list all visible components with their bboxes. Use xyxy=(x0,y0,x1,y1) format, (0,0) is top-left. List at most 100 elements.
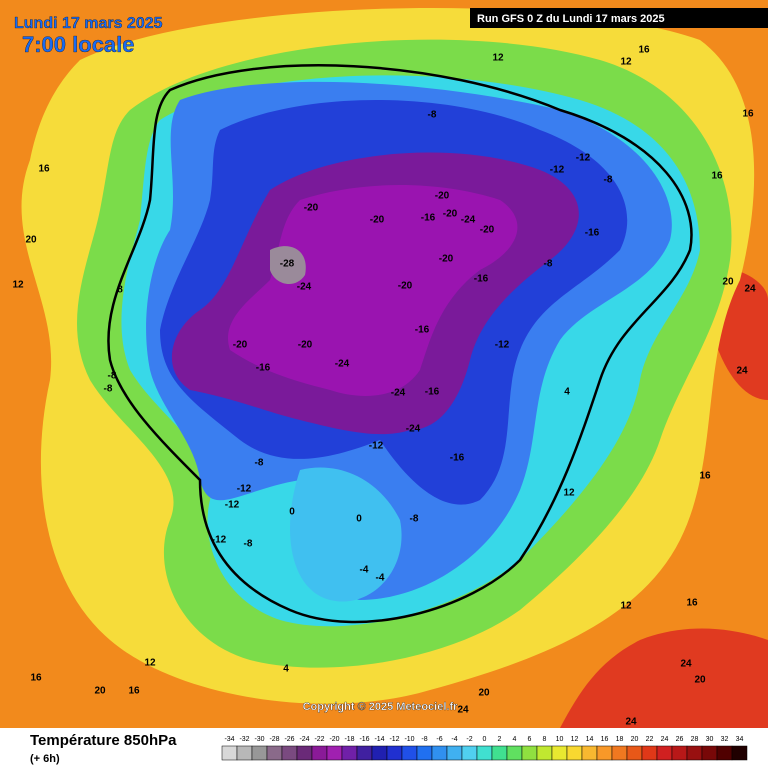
warm-area xyxy=(560,628,768,728)
contour-label: 20 xyxy=(694,675,706,686)
scale-cell xyxy=(446,745,463,761)
contour-label: 24 xyxy=(736,366,748,377)
contour-label: -8 xyxy=(255,458,264,469)
contour-label: -24 xyxy=(406,424,421,435)
scale-cell xyxy=(221,745,238,761)
contour-label: 20 xyxy=(722,277,734,288)
contour-label: -12 xyxy=(369,441,384,452)
scale-label: 12 xyxy=(571,736,579,743)
scale-label: -22 xyxy=(314,736,324,743)
scale-cell xyxy=(611,745,628,761)
contour-label: 16 xyxy=(128,686,140,697)
contour-label: 12 xyxy=(12,280,24,291)
scale-label: -32 xyxy=(239,736,249,743)
scale-cell xyxy=(596,745,613,761)
contour-label: -8 xyxy=(544,259,553,270)
contour-label: -16 xyxy=(450,453,465,464)
contour-label: 16 xyxy=(686,598,698,609)
scale-cell xyxy=(536,745,553,761)
contour-label: 24 xyxy=(457,705,469,716)
time: 7:00 locale xyxy=(22,32,135,57)
contour-label: 16 xyxy=(711,171,723,182)
contour-label: -8 xyxy=(104,384,113,395)
scale-cell xyxy=(386,745,403,761)
scale-cell xyxy=(266,745,283,761)
scale-cell xyxy=(251,745,268,761)
scale-label: -20 xyxy=(329,736,339,743)
contour-label: -4 xyxy=(360,565,369,576)
scale-label: 24 xyxy=(661,736,669,743)
contour-label: 12 xyxy=(620,601,632,612)
contour-label: 20 xyxy=(478,688,490,699)
scale-cell xyxy=(521,745,538,761)
contour-label: 0 xyxy=(289,507,295,518)
scale-cell xyxy=(236,745,253,761)
contour-label: 24 xyxy=(680,659,692,670)
contour-label: -12 xyxy=(237,484,252,495)
scale-cell xyxy=(566,745,583,761)
scale-label: 30 xyxy=(706,736,714,743)
scale-label: -16 xyxy=(359,736,369,743)
contour-label: 20 xyxy=(94,686,106,697)
scale-label: -34 xyxy=(224,736,234,743)
scale-label: 6 xyxy=(528,736,532,743)
legend-lead: (+ 6h) xyxy=(30,753,60,765)
scale-cell xyxy=(656,745,673,761)
contour-label: 4 xyxy=(283,664,289,675)
scale-label: 22 xyxy=(646,736,654,743)
contour-label: 20 xyxy=(25,235,37,246)
contour-label: 24 xyxy=(625,717,637,728)
contour-label: 16 xyxy=(699,471,711,482)
scale-label: -18 xyxy=(344,736,354,743)
scale-cell xyxy=(641,745,658,761)
scale-label: 2 xyxy=(498,736,502,743)
contour-label: -12 xyxy=(212,535,227,546)
scale-cell xyxy=(356,745,373,761)
contour-label: -16 xyxy=(474,274,489,285)
scale-label: -4 xyxy=(451,736,457,743)
scale-cell xyxy=(686,745,703,761)
contour-label: 0 xyxy=(356,514,362,525)
scale-cell xyxy=(626,745,643,761)
contour-label: -20 xyxy=(233,340,248,351)
contour-label: -20 xyxy=(439,254,454,265)
scale-label: -28 xyxy=(269,736,279,743)
scale-cell xyxy=(671,745,688,761)
scale-cell xyxy=(416,745,433,761)
contour-label: -12 xyxy=(550,165,565,176)
scale-label: -24 xyxy=(299,736,309,743)
contour-label: -12 xyxy=(225,500,240,511)
scale-cell xyxy=(581,745,598,761)
scale-cell xyxy=(506,745,523,761)
contour-label: -16 xyxy=(421,213,436,224)
contour-label: -24 xyxy=(297,282,312,293)
date: Lundi 17 mars 2025 xyxy=(14,15,163,32)
scale-cell xyxy=(731,745,748,761)
contour-label: 12 xyxy=(563,488,575,499)
scale-label: 8 xyxy=(543,736,547,743)
arctic-core xyxy=(270,246,306,285)
contour-label: 4 xyxy=(564,387,570,398)
scale-cell xyxy=(476,745,493,761)
arctic-core xyxy=(228,185,518,396)
scale-cell xyxy=(716,745,733,761)
contour-label: -16 xyxy=(425,387,440,398)
scale-label: 34 xyxy=(736,736,744,743)
scale-label: -26 xyxy=(284,736,294,743)
contour-label: -4 xyxy=(376,573,385,584)
contour-label: 16 xyxy=(742,109,754,120)
scale-label: -8 xyxy=(421,736,427,743)
scale-label: -30 xyxy=(254,736,264,743)
run-info: Run GFS 0 Z du Lundi 17 mars 2025 xyxy=(477,13,665,25)
scale-cell xyxy=(296,745,313,761)
contour-label: -16 xyxy=(256,363,271,374)
contour-label: -8 xyxy=(604,175,613,186)
scale-label: -10 xyxy=(404,736,414,743)
contour-label: -20 xyxy=(298,340,313,351)
scale-label: 4 xyxy=(513,736,517,743)
cold-area xyxy=(290,467,402,602)
scale-label: -14 xyxy=(374,736,384,743)
contour-label: 12 xyxy=(144,658,156,669)
contour-label: -24 xyxy=(461,215,476,226)
